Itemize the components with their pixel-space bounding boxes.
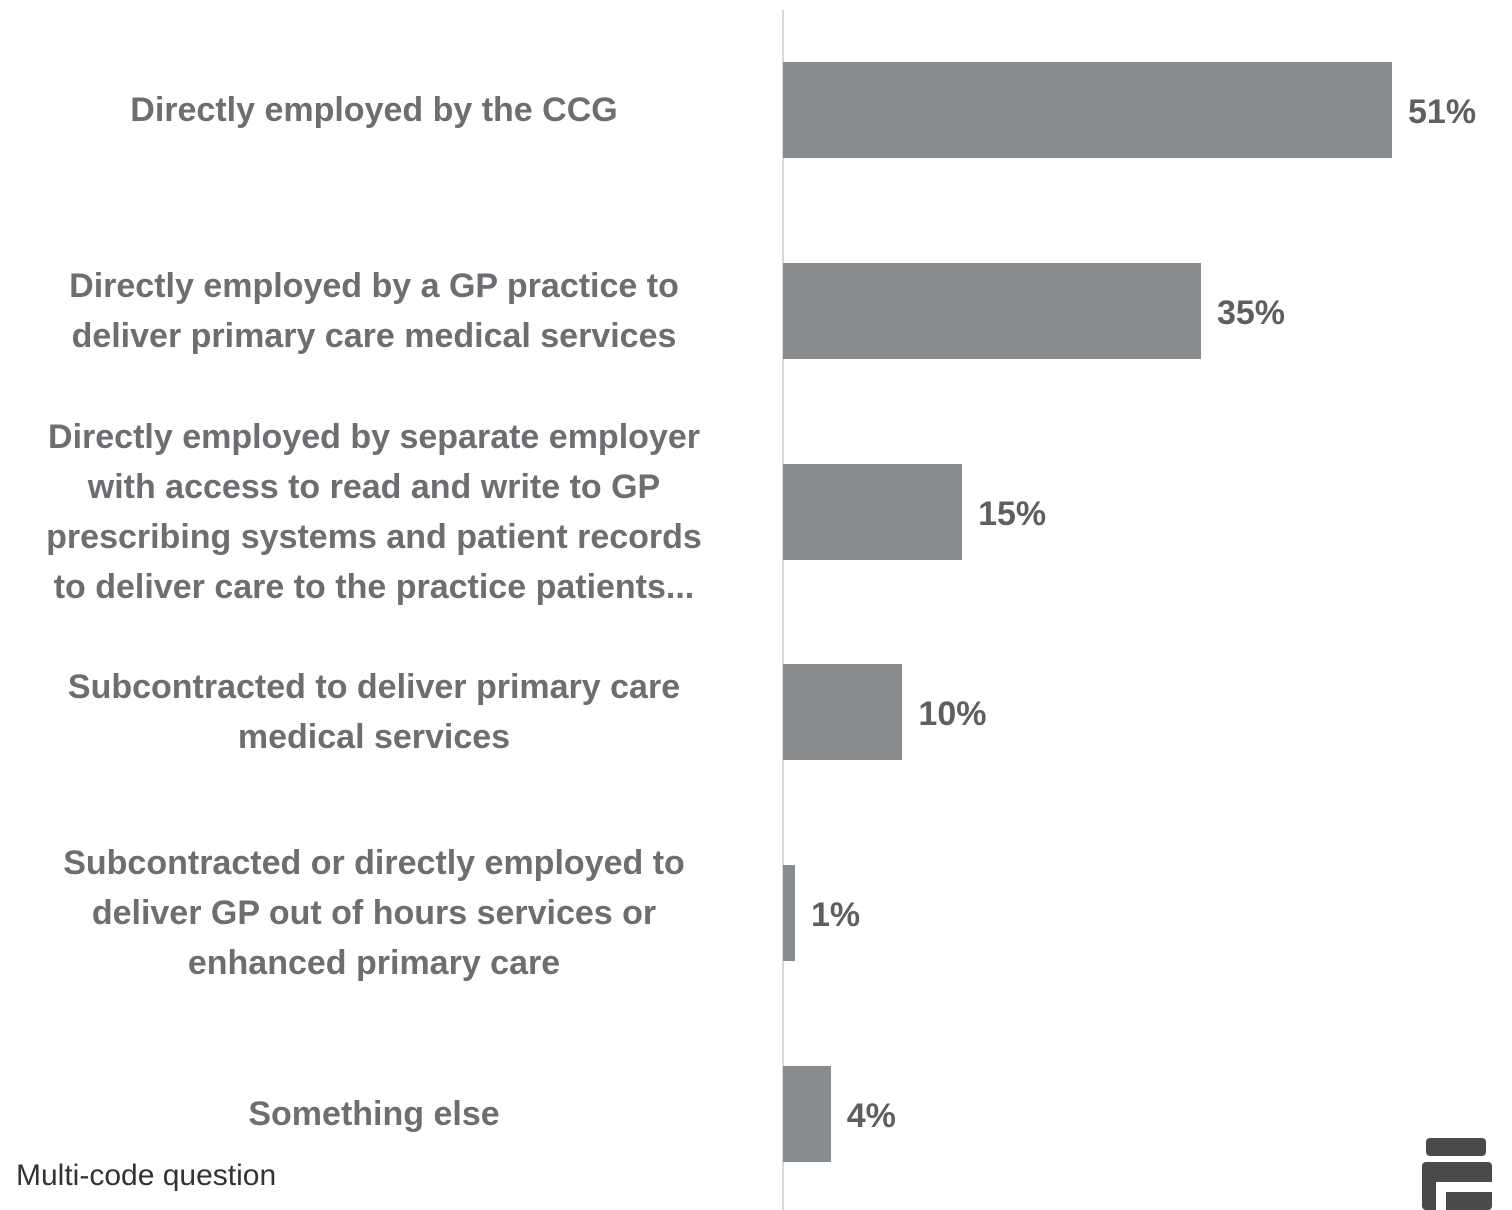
category-label-6: Something else <box>248 1095 500 1133</box>
value-label-2: 35% <box>1216 294 1285 332</box>
category-label-4: Subcontracted to deliver primary care med… <box>67 668 681 756</box>
bar-6 <box>783 1066 831 1162</box>
bar-5 <box>783 865 795 961</box>
category-label-1: Directly employed by the CCG <box>130 91 618 129</box>
footnote: Multi-code question <box>16 1159 277 1192</box>
category-label-5: Subcontracted or directly employed to del… <box>63 844 685 982</box>
category-label-2: Directly employed by a GP practice to del… <box>69 267 679 355</box>
bar-1 <box>783 62 1392 158</box>
category-label-3: Directly employed by separate employer wi… <box>46 418 702 606</box>
value-label-6: 4% <box>846 1097 896 1135</box>
bar-3 <box>783 464 963 560</box>
bar-2 <box>783 263 1201 359</box>
value-label-4: 10% <box>918 695 987 733</box>
brand-logo-icon <box>1422 1138 1492 1210</box>
value-label-3: 15% <box>978 495 1047 533</box>
value-label-1: 51% <box>1408 93 1477 131</box>
category-axis-line <box>782 10 784 1210</box>
bar-4 <box>783 664 903 760</box>
value-label-5: 1% <box>810 896 861 934</box>
